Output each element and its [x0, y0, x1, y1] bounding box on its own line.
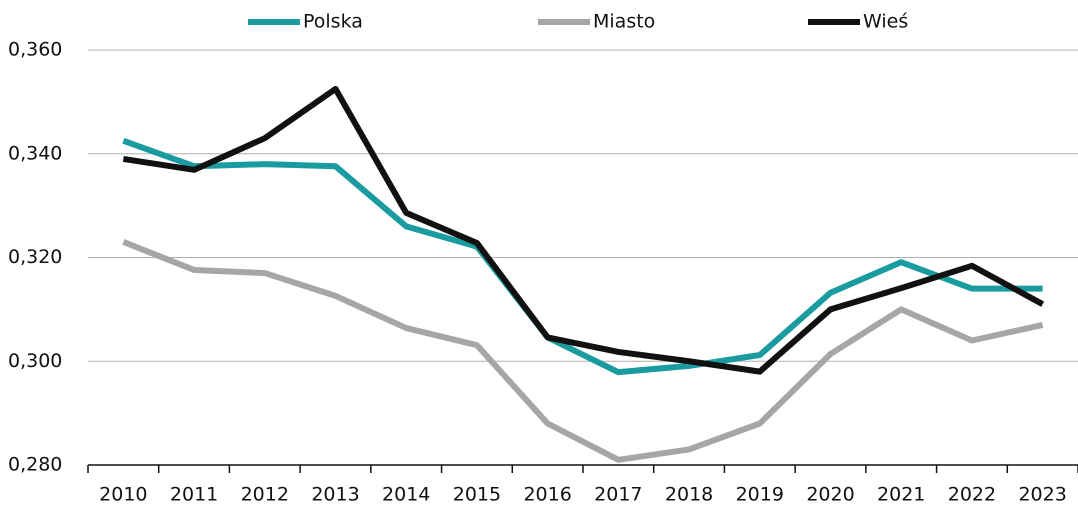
y-tick-label: 0,280 — [8, 454, 62, 476]
x-tick-label: 2018 — [665, 484, 713, 506]
y-tick-label: 0,360 — [8, 39, 62, 61]
y-tick-label: 0,340 — [8, 142, 62, 164]
x-tick-label: 2012 — [241, 484, 289, 506]
series-line — [122, 239, 1044, 463]
x-tick-label: 2020 — [806, 484, 854, 506]
series-line — [122, 137, 1043, 376]
legend-label: Polska — [303, 11, 363, 33]
x-tick-label: 2011 — [170, 484, 218, 506]
x-tick-label: 2013 — [311, 484, 359, 506]
x-tick-label: 2014 — [382, 484, 430, 506]
x-tick-label: 2016 — [523, 484, 571, 506]
y-tick-label: 0,300 — [8, 350, 62, 372]
x-tick-label: 2021 — [877, 484, 925, 506]
x-tick-label: 2023 — [1018, 484, 1066, 506]
x-tick-label: 2022 — [948, 484, 996, 506]
y-tick-label: 0,320 — [8, 246, 62, 268]
x-tick-label: 2015 — [453, 484, 501, 506]
legend-label: Wieś — [863, 11, 908, 33]
series-line — [122, 85, 1045, 375]
x-tick-label: 2010 — [99, 484, 147, 506]
x-tick-label: 2017 — [594, 484, 642, 506]
x-tick-label: 2019 — [736, 484, 784, 506]
legend-label: Miasto — [593, 11, 655, 33]
